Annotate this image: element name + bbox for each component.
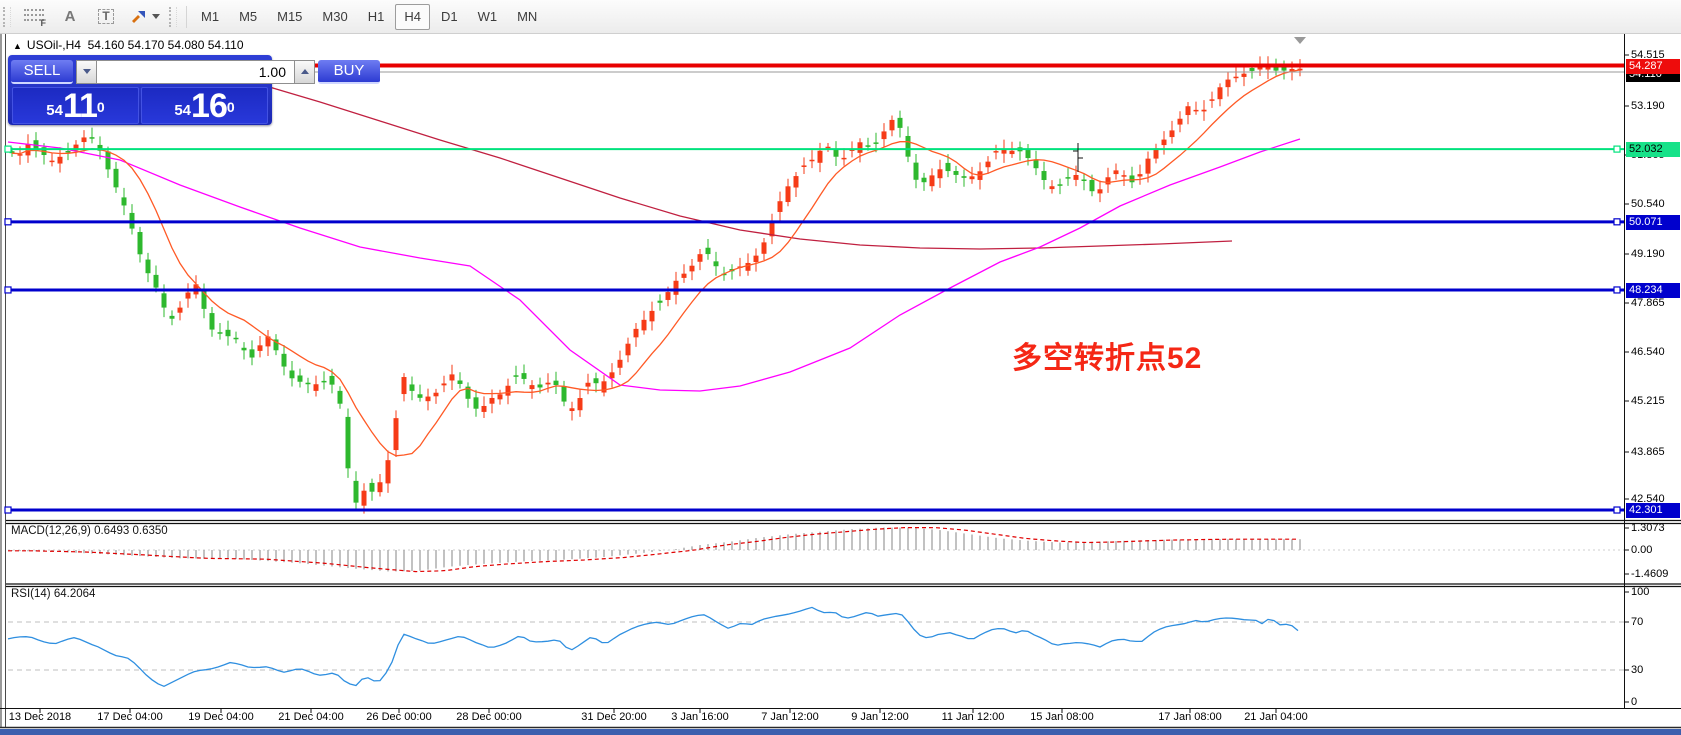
properties-f-icon: F [24,9,46,28]
price-tick: 43.865 [1631,446,1665,458]
indicator-properties-button[interactable]: F [16,4,52,30]
price-tick: 50.540 [1631,198,1665,210]
date-label: 28 Dec 00:00 [456,711,522,723]
text-a-icon: A [64,8,76,25]
price-badge: 48.234 [1626,283,1680,298]
price-badge: 50.071 [1626,215,1680,230]
insert-text-button[interactable]: A [52,4,88,30]
price-badge: 42.301 [1626,503,1680,518]
date-label: 21 Jan 04:00 [1244,711,1308,723]
toolbar-grip [3,6,11,27]
volume-decrease-button[interactable] [76,59,97,84]
volume-input[interactable] [97,59,294,84]
volume-stepper [76,59,315,84]
rsi-tick: 70 [1631,616,1644,628]
timeframe-button-d1[interactable]: D1 [440,9,458,24]
date-label: 26 Dec 00:00 [366,711,432,723]
price-axis[interactable] [1626,34,1681,708]
price-badge: 52.032 [1626,142,1680,157]
price-tick: 42.540 [1631,493,1665,505]
toolbar-grip [169,6,177,27]
timeframe-button-m30[interactable]: M30 [322,9,348,24]
chart-text-annotation: 多空转折点52 [1012,342,1203,375]
sell-button[interactable]: SELL [11,59,73,84]
toolbar-separator [186,5,187,28]
collapse-triangle-icon[interactable]: ▲ [13,41,22,51]
rsi-tick: 100 [1631,586,1650,598]
price-badge: 54.287 [1626,59,1680,74]
buy-button[interactable]: BUY [318,59,380,84]
timeframe-button-m1[interactable]: M1 [201,9,220,24]
date-label: 9 Jan 12:00 [851,711,909,723]
chart-title: ▲ USOil-,H4 54.160 54.170 54.080 54.110 [13,38,244,52]
volume-increase-button[interactable] [294,59,315,84]
dropdown-caret-icon [152,14,160,19]
timeframe-button-w1[interactable]: W1 [477,9,498,24]
arrow-style-icon [132,11,145,23]
buy-price-display[interactable]: 54 16 0 [141,87,268,124]
text-label-button[interactable]: T [88,4,124,30]
price-tick: 46.540 [1631,346,1665,358]
date-label: 13 Dec 2018 [8,711,72,723]
timeframe-button-m15[interactable]: M15 [277,9,303,24]
text-label-icon: T [98,9,114,24]
timeframe-button-m5[interactable]: M5 [239,9,258,24]
price-tick: 49.190 [1631,248,1665,260]
rsi-tick: 0 [1631,696,1638,708]
macd-label: MACD(12,26,9) 0.6493 0.6350 [11,525,168,537]
price-tick: 45.215 [1631,395,1665,407]
timeframe-button-mn[interactable]: MN [517,9,538,24]
date-label: 11 Jan 12:00 [941,711,1005,723]
rsi-label: RSI(14) 64.2064 [11,588,96,600]
timeframe-button-h1[interactable]: H1 [367,9,385,24]
date-label: 17 Dec 04:00 [97,711,163,723]
time-axis[interactable] [0,709,1681,728]
date-label: 7 Jan 12:00 [761,711,819,723]
date-label: 15 Jan 08:00 [1030,711,1094,723]
price-tick: 47.865 [1631,297,1665,309]
arrow-objects-button[interactable] [124,4,166,30]
date-label: 21 Dec 04:00 [278,711,344,723]
price-tick: 54.515 [1631,49,1665,61]
date-label: 31 Dec 20:00 [581,711,647,723]
date-label: 17 Jan 08:00 [1158,711,1222,723]
timeframe-button-h4[interactable]: H4 [395,3,430,30]
toolbar: F A T M1 M5 M15 M30 H1 H4 D1 W1 MN [0,0,1681,34]
chevron-up-icon [300,69,309,74]
price-tick: 53.190 [1631,100,1665,112]
rsi-tick: 30 [1631,664,1644,676]
sell-price-display[interactable]: 54 11 0 [12,87,139,124]
symbol-label: USOil-,H4 [26,38,81,52]
chevron-down-icon [82,69,91,74]
timeframe-bar: M1 M5 M15 M30 H1 H4 D1 W1 MN [191,3,547,30]
date-label: 19 Dec 04:00 [188,711,254,723]
macd-tick: -1.4609 [1631,568,1669,580]
ohlc-values: 54.160 54.170 54.080 54.110 [87,38,244,52]
macd-tick: 0.00 [1631,544,1653,556]
macd-tick: 1.3073 [1631,522,1665,534]
date-label: 3 Jan 16:00 [671,711,729,723]
